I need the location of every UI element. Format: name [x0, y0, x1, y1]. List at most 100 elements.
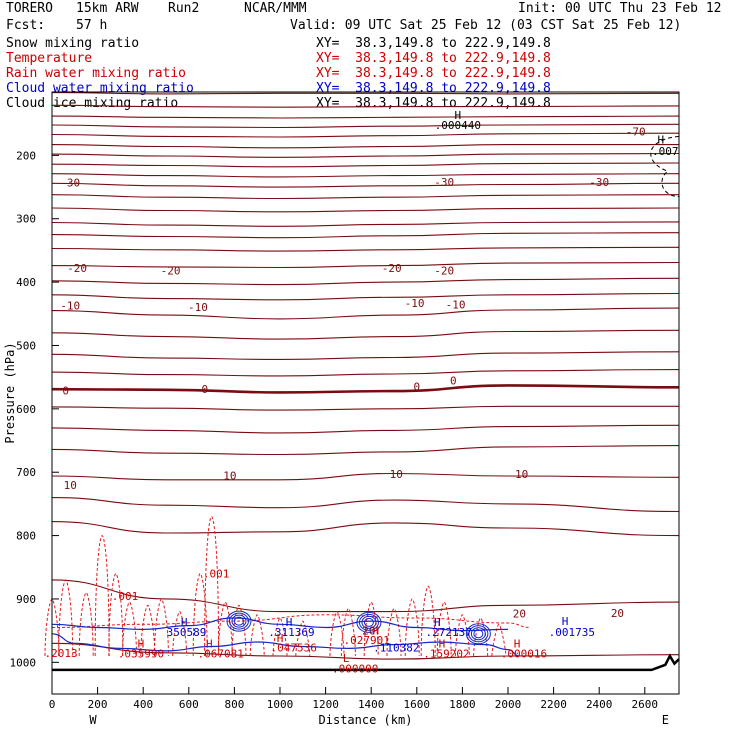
x-tick-label-2: 400 [133, 698, 153, 711]
temperature-label-9: -10 [188, 301, 208, 314]
rain-envelope [51, 614, 531, 628]
temperature-label-1: -30 [60, 177, 80, 190]
rain-contour-2 [78, 592, 94, 656]
isotherm-10 [51, 194, 680, 200]
run-name: Run2 [168, 1, 200, 16]
temperature-label-18: 10 [390, 468, 403, 481]
cloud-water-core-0-3 [233, 616, 244, 626]
legend-xy-temperature: XY= 38.3,149.8 to 222.9,149.8 [316, 51, 551, 66]
x-tick-label-3: 600 [179, 698, 199, 711]
rain-contour-22 [436, 601, 452, 656]
rain-contour-23 [454, 614, 470, 656]
extremum-label-20: .159202 [423, 647, 469, 660]
extremum-label-7: 350589 [167, 626, 207, 639]
valid-time: Valid: 09 UTC Sat 25 Feb 12 (03 CST Sat … [290, 18, 682, 33]
isotherm-12 [51, 221, 680, 227]
extremum-label-24: .035990 [118, 647, 164, 660]
extremum-label-23: H [138, 637, 145, 650]
x-tick-label-13: 2600 [632, 698, 659, 711]
temperature-label-0: -70 [626, 125, 646, 138]
y-axis-label: Pressure (hPa) [3, 342, 17, 443]
extremum-label-14: H [372, 625, 379, 638]
isotherm-0 [51, 92, 680, 95]
rain-contour-7 [153, 598, 169, 656]
x-tick-label-11: 2200 [540, 698, 567, 711]
y-tick-label-7: 900 [16, 593, 36, 606]
y-tick-label-0: 200 [16, 149, 36, 162]
extremum-label-4: .001 [203, 568, 230, 581]
extremum-label-0: H [455, 109, 462, 122]
isotherm-17 [51, 292, 680, 301]
x-tick-label-12: 2400 [586, 698, 613, 711]
extremum-label-13: .001735 [549, 626, 595, 639]
init-time: Init: 00 UTC Thu 23 Feb 12 [518, 1, 722, 16]
isotherm-24 [51, 424, 680, 434]
isotherm-29 [51, 579, 680, 613]
temperature-label-7: -20 [434, 265, 454, 278]
isotherm-6 [51, 152, 680, 158]
temperature-label-13: 0 [201, 383, 208, 396]
legend-xy-snow: XY= 38.3,149.8 to 222.9,149.8 [316, 36, 551, 51]
cloud-water-contours [51, 610, 520, 657]
y-tick-label-2: 400 [16, 276, 36, 289]
rain-contour-19 [386, 607, 402, 656]
extremum-label-12: H [562, 615, 569, 628]
temperature-label-6: -20 [382, 262, 402, 275]
legend-name-snow: Snow mixing ratio [6, 36, 140, 51]
extremum-label-9: .311369 [268, 626, 314, 639]
forecast-hours: 57 h [76, 18, 108, 33]
rain-contour-21 [420, 585, 436, 656]
isotherm-18 [51, 307, 680, 320]
x-axis-label: Distance (km) [319, 713, 413, 727]
temperature-label-2: -30 [434, 176, 454, 189]
isotherm-7 [51, 162, 680, 168]
extremum-label-11: .272137 [426, 626, 472, 639]
temperature-isotherms [51, 92, 680, 660]
temperature-label-12: 0 [62, 384, 69, 397]
extremum-label-26: .067081 [198, 647, 244, 660]
rain-contour-13 [249, 614, 265, 656]
extremum-label-22: .000016 [501, 647, 547, 660]
temperature-label-17: 10 [223, 469, 236, 482]
isotherm-23 [51, 405, 679, 411]
x-tick-label-6: 1200 [312, 698, 339, 711]
extremum-label-19: H [439, 637, 446, 650]
y-tick-label-4: 600 [16, 403, 36, 416]
contour-labels: -70 -30 -30 -30 -20 -20 -20 -20 -10 -10 -10 -10 0 0 0 0… [45, 109, 679, 676]
extremum-label-29: .000000 [332, 663, 378, 676]
extremum-label-6: H [181, 616, 188, 629]
isotherm-26 [51, 472, 680, 481]
isotherm-28 [51, 521, 680, 537]
isotherm-15 [51, 261, 680, 269]
rain-contour-18 [363, 601, 379, 656]
temperature-label-3: -30 [589, 176, 609, 189]
cloud-water-upper [51, 617, 509, 632]
rain-contour-15 [295, 620, 311, 656]
extremum-label-16: H [277, 632, 284, 645]
y-tick-label-8: 1000 [10, 656, 37, 669]
cloud-water-core-0-1 [228, 612, 249, 630]
temperature-label-11: -10 [446, 298, 466, 311]
isotherm-20 [51, 351, 680, 360]
extremum-label-8: H [286, 616, 293, 629]
cloud-water-core-2-0 [465, 623, 491, 645]
cloud-water-core-1-3 [363, 617, 374, 627]
isotherm-13 [51, 232, 680, 239]
cloud-water-core-0-2 [231, 614, 247, 628]
rain-contour-9 [192, 573, 208, 656]
x-tick-label-8: 1600 [404, 698, 431, 711]
organization: NCAR/MMM [244, 1, 307, 16]
extremum-label-17: .047536 [271, 642, 317, 655]
y-tick-label-6: 800 [16, 530, 36, 543]
isotherm-3 [51, 123, 680, 129]
isotherm-30 [51, 642, 680, 660]
isotherm-14 [51, 246, 680, 252]
rain-water-contours [44, 516, 531, 656]
extremum-label-21: H [514, 637, 521, 650]
isotherm-9 [51, 182, 680, 188]
extremum-label-27: .2013 [45, 647, 78, 660]
temperature-label-22: 20 [611, 607, 624, 620]
forecast-label: Fcst: [6, 18, 46, 33]
temperature-label-4: -20 [67, 262, 87, 275]
rain-contour-25 [491, 623, 507, 656]
